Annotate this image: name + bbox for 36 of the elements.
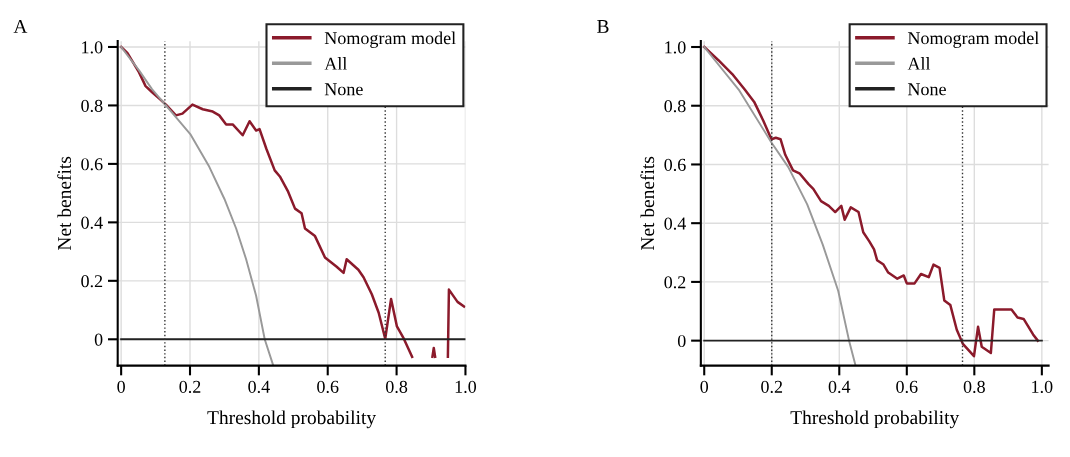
y-tick-label: 0.6 bbox=[81, 158, 103, 171]
x-tick-label: 0 bbox=[117, 380, 125, 393]
legend-label: None bbox=[324, 83, 363, 96]
y-tick-label: 1.0 bbox=[82, 41, 103, 54]
x-tick-label: 0.8 bbox=[963, 380, 985, 393]
y-tick-label: 0 bbox=[94, 333, 103, 346]
legend-label: All bbox=[324, 57, 347, 70]
x-tick-label: 1.0 bbox=[1032, 380, 1053, 393]
x-tick-label: 0.4 bbox=[248, 380, 270, 393]
x-tick-label: 0.8 bbox=[385, 380, 408, 393]
y-tick-label: 0.6 bbox=[664, 158, 686, 171]
y-axis-title: Net benefits bbox=[57, 156, 72, 251]
x-tick-label: 0.6 bbox=[896, 380, 918, 393]
legend-label: Nomogram model bbox=[324, 31, 456, 48]
chart-title: A bbox=[13, 19, 28, 33]
y-tick-label: 0.2 bbox=[664, 276, 686, 289]
x-tick-label: 0 bbox=[700, 380, 709, 393]
x-tick-label: 0.6 bbox=[317, 380, 339, 393]
x-tick-label: 0.2 bbox=[179, 380, 201, 393]
x-tick-label: 0.2 bbox=[761, 380, 783, 393]
y-tick-label: 0.4 bbox=[81, 216, 103, 229]
legend-label: Nomogram model bbox=[907, 31, 1039, 48]
x-tick-label: 0.4 bbox=[828, 380, 851, 393]
y-axis-title: Net benefits bbox=[640, 156, 655, 251]
y-tick-label: 0.4 bbox=[664, 217, 686, 230]
legend-label: None bbox=[907, 83, 946, 96]
x-axis-title: Threshold probability bbox=[790, 410, 960, 429]
x-tick-label: 1.0 bbox=[455, 380, 477, 393]
x-axis-title: Threshold probability bbox=[207, 410, 377, 429]
chart-title: B bbox=[597, 20, 609, 33]
legend-label: All bbox=[907, 57, 931, 70]
y-tick-label: 0.8 bbox=[664, 99, 686, 113]
y-tick-label: 1.0 bbox=[665, 41, 686, 54]
y-tick-label: 0 bbox=[677, 334, 686, 348]
y-tick-label: 0.2 bbox=[81, 275, 103, 288]
y-tick-label: 0.8 bbox=[81, 99, 103, 112]
